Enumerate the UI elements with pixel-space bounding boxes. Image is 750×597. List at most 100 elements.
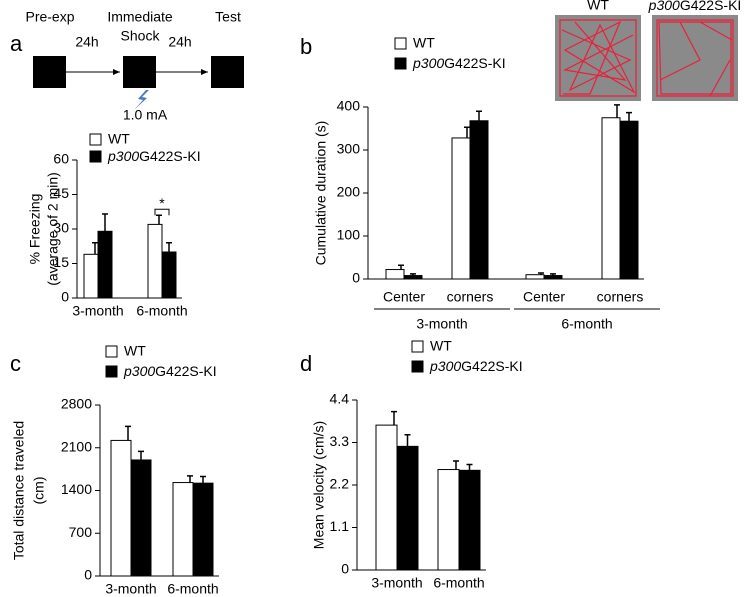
bar (396, 445, 419, 571)
error-bar (614, 104, 620, 118)
bar (437, 469, 460, 571)
step-label: Pre-exp (25, 9, 74, 25)
step-label: Shock (121, 28, 161, 44)
panel-label: a (10, 31, 23, 56)
bar (161, 251, 177, 299)
error-bar (138, 450, 144, 460)
legend-swatch (411, 360, 424, 373)
error-bar (410, 273, 416, 276)
y-axis-label: Mean velocity (cm/s) (311, 421, 327, 549)
y-axis-label: % Freezing (27, 194, 43, 265)
legend-swatch (105, 345, 118, 358)
x-tick-label: corners (447, 289, 494, 305)
x-tick-label: 6-month (433, 575, 484, 591)
error-bar (102, 213, 108, 232)
error-bar (156, 214, 162, 225)
legend-swatch (411, 340, 424, 353)
bar (451, 137, 471, 280)
legend-label: p300G422S-KI (412, 55, 506, 71)
x-tick-label: 3-month (105, 581, 156, 597)
bar (83, 253, 99, 299)
bar (458, 469, 481, 571)
bar (192, 482, 214, 577)
bar (375, 424, 398, 571)
bar (469, 120, 489, 280)
x-tick-label: 6-month (136, 303, 187, 319)
y-tick-label: 100 (337, 227, 361, 243)
y-tick-label: 200 (337, 184, 361, 200)
group-label: 6-month (561, 316, 612, 332)
y-tick-label: 45 (53, 185, 69, 201)
error-bar (453, 460, 459, 470)
legend-label: p300G422S-KI (429, 358, 523, 374)
x-tick-label: 3-month (72, 303, 123, 319)
legend-swatch (89, 133, 102, 146)
error-bar (538, 272, 544, 275)
y-tick-label: 3.3 (330, 433, 350, 449)
y-tick-label: 1.1 (330, 518, 350, 534)
error-bar (466, 463, 473, 471)
error-bar (476, 110, 482, 121)
track-path (559, 19, 637, 97)
y-tick-label: 2100 (61, 438, 92, 454)
stimulus-label: 1.0 mA (123, 107, 168, 123)
y-tick-label: 2800 (61, 396, 92, 412)
legend-label: WT (108, 131, 130, 147)
interval-label: 24h (75, 34, 98, 50)
y-axis-label: (cm) (31, 477, 47, 505)
y-tick-label: 700 (69, 524, 93, 540)
interval-label: 24h (168, 34, 191, 50)
error-bar (626, 111, 632, 122)
x-tick-label: 6-month (167, 581, 218, 597)
y-tick-label: 0 (61, 289, 69, 305)
track-label: WT (587, 0, 609, 13)
y-tick-label: 1400 (61, 481, 92, 497)
legend-label: WT (430, 338, 452, 354)
bar (97, 230, 113, 299)
x-tick-label: 3-month (371, 575, 422, 591)
y-tick-label: 4.4 (330, 391, 350, 407)
bar (619, 120, 639, 280)
bar (147, 223, 163, 299)
step-label: Test (215, 9, 241, 25)
bar (172, 482, 194, 577)
error-bar (391, 410, 397, 426)
legend-label: WT (413, 35, 435, 51)
panel-label: d (300, 351, 312, 376)
track-image (652, 15, 738, 101)
y-tick-label: 0 (341, 561, 349, 577)
x-tick-label: Center (523, 289, 565, 305)
bar (110, 439, 132, 577)
error-bar (187, 475, 193, 483)
bar (385, 269, 405, 280)
significance-bracket (154, 208, 170, 216)
bar (525, 274, 545, 280)
legend-swatch (394, 57, 407, 70)
y-axis-label: Total distance traveled (11, 421, 27, 560)
error-bar (125, 425, 131, 441)
legend-label: p300G422S-KI (123, 363, 217, 379)
y-axis-label: Cumulative duration (s) (313, 121, 329, 266)
step-label: Immediate (107, 9, 173, 25)
bar (543, 275, 563, 280)
y-tick-label: 15 (53, 254, 69, 270)
step-box (123, 56, 156, 88)
y-tick-label: 2.2 (330, 476, 350, 492)
y-tick-label: 60 (53, 151, 69, 167)
panel-label: b (300, 34, 312, 59)
y-tick-label: 300 (337, 141, 361, 157)
group-label: 3-month (416, 316, 467, 332)
legend-label: WT (124, 343, 146, 359)
error-bar (398, 264, 404, 270)
error-bar (92, 242, 98, 255)
error-bar (200, 475, 206, 484)
error-bar (550, 273, 556, 276)
bar (403, 275, 423, 280)
step-box (33, 56, 66, 88)
y-tick-label: 30 (53, 220, 69, 236)
legend-label: p300G422S-KI (107, 148, 201, 164)
x-tick-label: corners (597, 289, 644, 305)
legend-swatch (105, 365, 118, 378)
y-tick-label: 0 (84, 567, 92, 583)
